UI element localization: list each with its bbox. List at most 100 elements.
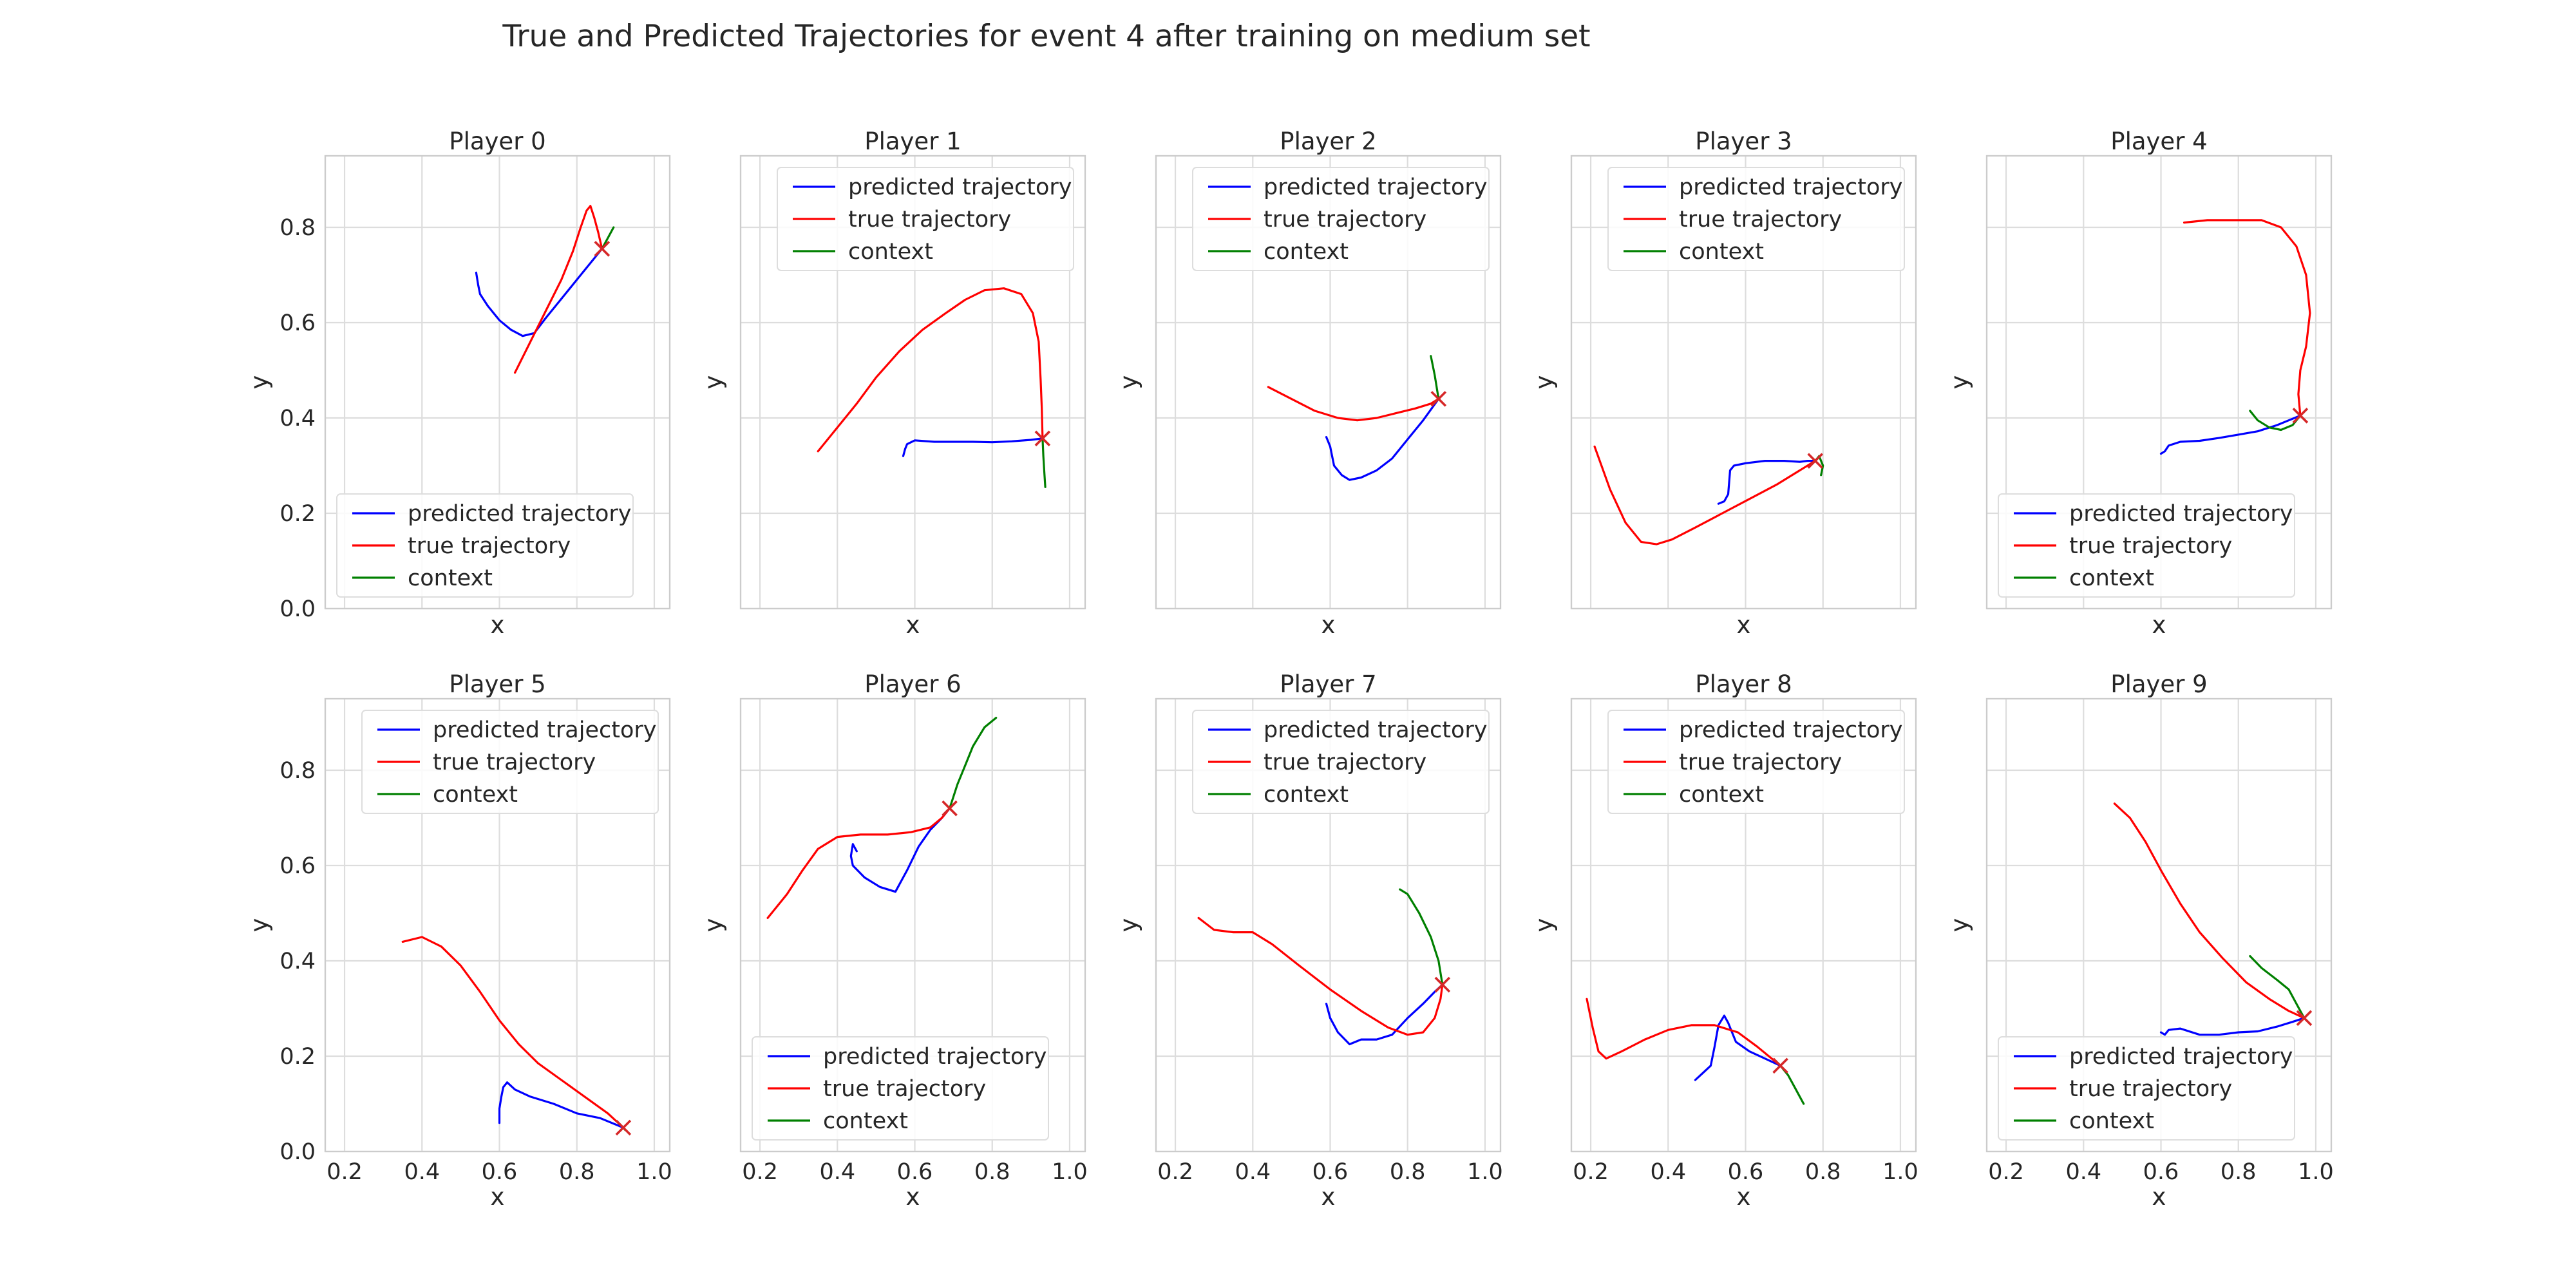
- legend: predicted trajectory true trajectory conte…: [1998, 493, 2295, 598]
- x-tick-label: 1.0: [2298, 1159, 2334, 1185]
- plot-frame: [324, 697, 671, 1153]
- x-tick-label: 0.4: [1650, 1159, 1686, 1185]
- legend-box: [1607, 710, 1905, 814]
- subplot-title: Player 0: [449, 128, 545, 155]
- marker-stroke: [2292, 408, 2309, 424]
- legend-entry-predicted-trajectory: predicted trajectory: [2069, 1044, 2293, 1070]
- true-trajectory-line: [1593, 445, 1817, 545]
- predicted-trajectory-line: [1717, 460, 1817, 505]
- y-tick-label: 0.8: [279, 758, 316, 784]
- subplot-title: Player 4: [2110, 128, 2207, 155]
- x-tick-label: 0.6: [1312, 1159, 1349, 1185]
- context-line: [2249, 955, 2306, 1019]
- y-axis-label: y: [1946, 375, 1973, 390]
- true-trajectory-line: [2113, 802, 2306, 1019]
- series-layer: [817, 287, 1051, 488]
- x-tick-label: 0.4: [2065, 1159, 2101, 1185]
- predicted-trajectory-line: [498, 1081, 625, 1129]
- subplot-title: Player 8: [1695, 670, 1792, 698]
- y-tick-label: 0.4: [279, 406, 316, 431]
- context-line: [2249, 410, 2302, 431]
- y-tick-label: 0.8: [279, 215, 316, 241]
- legend-entry-true-trajectory: true trajectory: [2069, 1076, 2232, 1102]
- legend-entry-context: context: [433, 782, 518, 808]
- predicted-trajectory-line: [849, 807, 951, 893]
- x-axis-label: x: [491, 611, 505, 639]
- legend-entry-context: context: [2069, 1108, 2154, 1134]
- y-axis-label: y: [699, 918, 727, 933]
- predicted-trajectory-line: [902, 437, 1044, 457]
- series-layer: [2159, 219, 2311, 455]
- legend-box: [1607, 167, 1905, 271]
- legend-entry-true-trajectory: true trajectory: [1679, 750, 1842, 775]
- y-axis-label: y: [1530, 375, 1558, 390]
- true-trajectory-line: [2183, 219, 2311, 417]
- y-tick-label: 0.4: [279, 949, 316, 974]
- subplot-title: Player 5: [449, 670, 545, 698]
- x-tick-label: 0.2: [1988, 1159, 2024, 1185]
- x-tick-label: 0.8: [559, 1159, 595, 1185]
- legend-box: [1998, 1036, 2295, 1141]
- subplot-title: Player 9: [2110, 670, 2207, 698]
- true-trajectory-line: [1197, 916, 1444, 1036]
- series-layer: [2113, 802, 2313, 1036]
- subplot-title: Player 1: [864, 128, 961, 155]
- legend-entry-predicted-trajectory: predicted trajectory: [1264, 717, 1487, 743]
- figure-title: True and Predicted Trajectories for even…: [502, 19, 1590, 54]
- marker-stroke: [615, 1119, 632, 1136]
- series-layer: [1267, 355, 1447, 481]
- x-tick-label: 0.6: [482, 1159, 518, 1185]
- legend-entry-true-trajectory: true trajectory: [1679, 207, 1842, 232]
- marker-stroke: [1772, 1057, 1788, 1074]
- y-tick-label: 0.0: [279, 596, 316, 622]
- y-axis-label: y: [1115, 918, 1142, 933]
- x-axis-label: x: [1321, 611, 1336, 639]
- legend-entry-context: context: [1679, 239, 1764, 265]
- x-axis-label: x: [906, 1183, 920, 1211]
- subplot-title: Player 6: [864, 670, 961, 698]
- marker-stroke: [594, 241, 611, 257]
- series-layer: [401, 936, 632, 1136]
- x-tick-label: 0.2: [1573, 1159, 1609, 1185]
- legend-entry-predicted-trajectory: predicted trajectory: [848, 175, 1072, 200]
- subplot-player-2: Player 2 x y predicted trajectory true traje…: [1115, 128, 1502, 639]
- plot-frame: [324, 155, 671, 610]
- y-axis-label: y: [1530, 918, 1558, 933]
- marker-stroke: [1430, 391, 1447, 407]
- predicted-trajectory-line: [2159, 1017, 2306, 1036]
- legend-entry-true-trajectory: true trajectory: [1264, 750, 1426, 775]
- context-line: [1041, 437, 1046, 488]
- y-axis-label: y: [699, 375, 727, 390]
- predicted-trajectory-line: [1325, 397, 1440, 481]
- legend-entry-true-trajectory: true trajectory: [848, 207, 1011, 232]
- legend: predicted trajectory true trajectory conte…: [1607, 167, 1905, 271]
- legend-entry-true-trajectory: true trajectory: [408, 533, 571, 559]
- subplot-player-0: Player 0 x y 0.0 0.2 0.4 0.6 0.8 predicted traje…: [245, 128, 671, 639]
- start-marker-x: [942, 800, 958, 817]
- series-layer: [1586, 998, 1805, 1105]
- legend-entry-context: context: [848, 239, 933, 265]
- legend-entry-predicted-trajectory: predicted trajectory: [1679, 717, 1902, 743]
- x-tick-label: 1.0: [1467, 1159, 1503, 1185]
- legend-entry-true-trajectory: true trajectory: [2069, 533, 2232, 559]
- legend-entry-true-trajectory: true trajectory: [433, 750, 596, 775]
- legend-entry-true-trajectory: true trajectory: [1264, 207, 1426, 232]
- legend-entry-context: context: [2069, 565, 2154, 591]
- subplot-title: Player 3: [1695, 128, 1792, 155]
- start-marker-x: [1034, 430, 1051, 447]
- subplot-player-7: Player 7 x y 0.2 0.4 0.6 0.8 1.0 predicted traje…: [1115, 670, 1503, 1211]
- true-trajectory-line: [1267, 386, 1440, 422]
- legend: predicted trajectory true trajectory conte…: [361, 710, 659, 814]
- x-axis-label: x: [491, 1183, 505, 1211]
- x-tick-label: 0.6: [2143, 1159, 2179, 1185]
- y-tick-label: 0.0: [279, 1139, 316, 1165]
- legend-entry-predicted-trajectory: predicted trajectory: [2069, 501, 2293, 527]
- legend-box: [361, 710, 659, 814]
- subplot-player-8: Player 8 x y 0.2 0.4 0.6 0.8 1.0 predicted traje…: [1530, 670, 1918, 1211]
- context-line: [949, 717, 998, 810]
- true-trajectory-line: [401, 936, 625, 1129]
- context-line: [1399, 888, 1444, 986]
- x-tick-label: 0.4: [819, 1159, 855, 1185]
